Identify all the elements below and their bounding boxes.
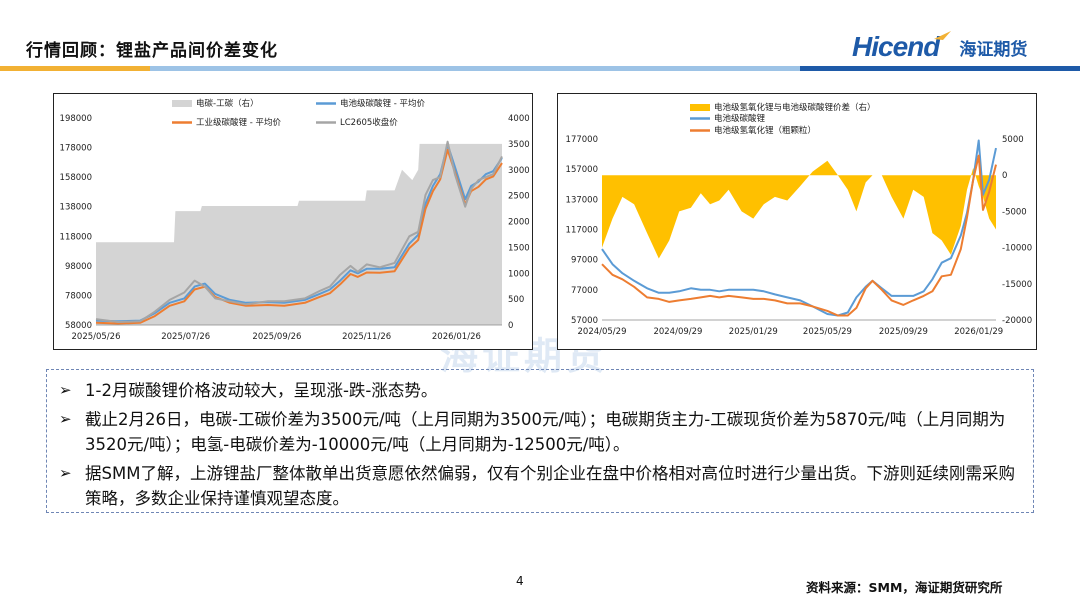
logo-wordmark: Hicend: [852, 31, 940, 62]
bullet-item: ➢ 1-2月碳酸锂价格波动较大，呈现涨-跌-涨态势。: [59, 378, 1021, 403]
chart-spread-carbonate: 198000 178000 158000 138000 118000 98000 78000…: [60, 98, 530, 342]
y-right-tick-label: 500: [508, 295, 524, 305]
header-stripe-gold: [0, 66, 150, 71]
y-left-tick-label: 118000: [60, 232, 92, 242]
x-tick-label: 2025/01/29: [729, 327, 778, 337]
bullet-arrow-icon: ➢: [59, 381, 72, 399]
legend-swatch-area: [690, 104, 710, 111]
bullet-text: 1-2月碳酸锂价格波动较大，呈现涨-跌-涨态势。: [85, 381, 438, 400]
page-title: 行情回顾：锂盐产品间价差变化: [26, 41, 278, 61]
x-tick-label: 2024/05/29: [578, 327, 627, 337]
chart-spread-hydroxide: 177000 157000 137000 117000 97000 77000 57000 5…: [566, 102, 1033, 337]
legend-label: 电池级氢氧化锂（粗颗粒）: [714, 125, 816, 136]
bullet-arrow-icon: ➢: [59, 410, 72, 428]
y-right-tick-label: 0: [508, 321, 513, 331]
header-stripe-blue: [800, 66, 1080, 71]
legend-swatch-area: [172, 100, 192, 107]
y-right-tick-label: 3500: [508, 140, 530, 150]
y-left-tick-label: 97000: [571, 256, 598, 266]
bullet-item: ➢ 据SMM了解，上游锂盐厂整体散单出货意愿依然偏弱，仅有个别企业在盘中价格相对…: [59, 461, 1021, 511]
y-left-tick-label: 117000: [566, 226, 598, 236]
y-right-tick-label: 2000: [508, 218, 530, 228]
y-left-tick-label: 78000: [65, 291, 92, 301]
legend-label: LC2605收盘价: [340, 117, 398, 128]
bullet-item: ➢ 截止2月26日，电碳-工碳价差为3500元/吨（上月同期为3500元/吨）；…: [59, 407, 1021, 457]
y-right-tick-label: 2500: [508, 192, 530, 202]
series-area-spread: [602, 160, 996, 259]
chart-left-box: 198000 178000 158000 138000 118000 98000 78000…: [53, 93, 533, 350]
legend-label: 电池级碳酸锂 - 平均价: [340, 98, 425, 109]
y-right-tick-label: 5000: [1002, 135, 1024, 145]
x-tick-label: 2025/11/26: [342, 332, 391, 342]
y-left-tick-label: 177000: [566, 135, 598, 145]
legend-label: 工业级碳酸锂 - 平均价: [196, 117, 281, 128]
y-right-tick-label: -15000: [1002, 280, 1032, 290]
series-line-1: [601, 139, 997, 317]
y-left-tick-label: 158000: [60, 173, 92, 183]
x-tick-label: 2025/09/26: [252, 332, 301, 342]
y-left-tick-label: 58000: [65, 321, 92, 331]
x-tick-label: 2026/01/26: [432, 332, 481, 342]
y-left-tick-label: 178000: [60, 144, 92, 154]
x-tick-label: 2025/09/29: [879, 327, 928, 337]
series-line-3: [95, 140, 503, 323]
y-right-tick-label: 1000: [508, 269, 530, 279]
y-left-tick-label: 77000: [571, 286, 598, 296]
chart-right-box: 177000 157000 137000 117000 97000 77000 57000 5…: [557, 93, 1037, 350]
legend-label: 电池级氢氧化锂与电池级碳酸锂价差（右）: [714, 102, 876, 113]
x-tick-label: 2024/09/29: [653, 327, 702, 337]
y-left-tick-label: 157000: [566, 165, 598, 175]
logo-company-name: 海证期货: [959, 39, 1028, 60]
bullet-text: 截止2月26日，电碳-工碳价差为3500元/吨（上月同期为3500元/吨）；电碳…: [85, 410, 1006, 454]
legend-label: 电碳-工碳（右）: [196, 98, 259, 109]
brand-logo: Hicend 海证期货: [852, 30, 1027, 64]
series-line-1: [95, 143, 503, 323]
y-right-tick-label: 3000: [508, 166, 530, 176]
x-tick-label: 2025/05/26: [72, 332, 121, 342]
logo-swoosh-icon: [934, 31, 952, 40]
source-note: 资料来源：SMM，海证期货研究所: [806, 580, 1003, 595]
y-right-tick-label: 0: [1002, 171, 1007, 181]
y-left-tick-label: 137000: [566, 195, 598, 205]
bullet-arrow-icon: ➢: [59, 464, 72, 482]
y-right-tick-label: -20000: [1002, 316, 1032, 326]
y-right-tick-label: 1500: [508, 243, 530, 253]
series-line-2: [601, 154, 997, 317]
x-tick-label: 2026/01/29: [954, 327, 1003, 337]
page-number: 4: [516, 574, 524, 588]
x-tick-label: 2025/05/29: [803, 327, 852, 337]
header-stripe-light-blue: [150, 66, 800, 71]
bullet-text: 据SMM了解，上游锂盐厂整体散单出货意愿依然偏弱，仅有个别企业在盘中价格相对高位…: [85, 464, 1015, 508]
summary-box: ➢ 1-2月碳酸锂价格波动较大，呈现涨-跌-涨态势。 ➢ 截止2月26日，电碳-…: [46, 369, 1034, 513]
y-left-tick-label: 98000: [65, 262, 92, 272]
x-tick-label: 2025/07/26: [161, 332, 210, 342]
legend-label: 电池级碳酸锂: [714, 113, 766, 124]
y-left-tick-label: 138000: [60, 203, 92, 213]
y-right-tick-label: 4000: [508, 114, 530, 124]
y-right-tick-label: -5000: [1002, 207, 1027, 217]
y-left-tick-label: 57000: [571, 316, 598, 326]
y-left-tick-label: 198000: [60, 114, 92, 124]
y-right-tick-label: -10000: [1002, 244, 1032, 254]
series-area-spread: [96, 143, 502, 325]
